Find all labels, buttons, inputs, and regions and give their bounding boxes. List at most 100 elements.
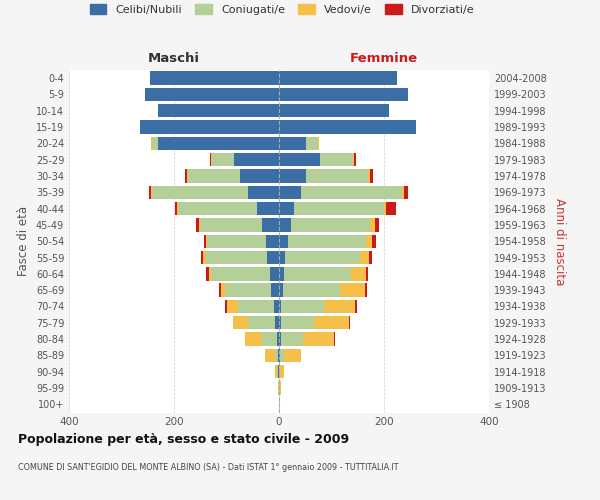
Bar <box>279 234 289 248</box>
Bar <box>279 218 290 232</box>
Bar <box>353 153 356 166</box>
Bar <box>145 88 279 101</box>
Bar <box>221 284 225 297</box>
Bar <box>279 316 281 330</box>
Bar <box>178 202 257 215</box>
Bar <box>334 332 335 346</box>
Bar <box>368 170 370 182</box>
Bar <box>262 332 277 346</box>
Bar <box>360 251 369 264</box>
Legend: Celibi/Nubili, Coniugati/e, Vedovi/e, Divorziati/e: Celibi/Nubili, Coniugati/e, Vedovi/e, Di… <box>85 0 479 20</box>
Bar <box>151 186 152 199</box>
Bar <box>275 365 277 378</box>
Bar <box>257 202 279 215</box>
Bar <box>279 88 407 101</box>
Bar <box>279 284 283 297</box>
Bar <box>365 284 367 297</box>
Bar <box>207 234 266 248</box>
Bar <box>281 300 324 313</box>
Bar <box>307 170 368 182</box>
Bar <box>158 136 279 150</box>
Bar <box>281 332 303 346</box>
Bar <box>238 300 274 313</box>
Bar <box>151 72 279 85</box>
Bar <box>225 284 271 297</box>
Bar <box>294 202 384 215</box>
Bar <box>281 316 314 330</box>
Bar <box>211 153 212 166</box>
Bar <box>280 382 281 394</box>
Bar <box>279 136 307 150</box>
Bar <box>202 251 203 264</box>
Bar <box>280 348 284 362</box>
Bar <box>355 300 357 313</box>
Bar <box>275 316 279 330</box>
Bar <box>233 316 248 330</box>
Bar <box>303 332 334 346</box>
Bar <box>374 218 379 232</box>
Bar <box>279 300 281 313</box>
Y-axis label: Anni di nascita: Anni di nascita <box>553 198 566 285</box>
Bar <box>235 153 279 166</box>
Bar <box>284 348 301 362</box>
Bar <box>245 332 262 346</box>
Bar <box>205 267 209 280</box>
Bar <box>279 153 320 166</box>
Bar <box>280 365 284 378</box>
Bar <box>279 120 415 134</box>
Bar <box>177 202 178 215</box>
Bar <box>366 234 373 248</box>
Bar <box>265 348 275 362</box>
Bar <box>196 218 199 232</box>
Bar <box>152 186 248 199</box>
Bar <box>349 316 350 330</box>
Bar <box>277 332 279 346</box>
Bar <box>271 284 279 297</box>
Bar <box>324 300 355 313</box>
Bar <box>352 267 366 280</box>
Bar <box>286 251 360 264</box>
Bar <box>239 170 279 182</box>
Bar <box>290 218 370 232</box>
Bar <box>301 186 402 199</box>
Bar <box>279 170 307 182</box>
Y-axis label: Fasce di età: Fasce di età <box>17 206 30 276</box>
Bar <box>210 153 211 166</box>
Bar <box>277 365 278 378</box>
Bar <box>340 284 365 297</box>
Bar <box>369 251 373 264</box>
Bar <box>269 267 279 280</box>
Bar <box>175 202 177 215</box>
Bar <box>158 104 279 118</box>
Bar <box>370 170 373 182</box>
Bar <box>283 284 340 297</box>
Bar <box>402 186 404 199</box>
Bar <box>366 267 368 280</box>
Bar <box>185 170 187 182</box>
Bar <box>248 316 275 330</box>
Bar <box>275 348 278 362</box>
Bar <box>199 218 200 232</box>
Bar <box>187 170 188 182</box>
Bar <box>279 186 301 199</box>
Bar <box>205 251 268 264</box>
Bar <box>384 202 386 215</box>
Bar <box>266 234 279 248</box>
Bar <box>226 300 227 313</box>
Bar <box>373 234 376 248</box>
Bar <box>279 104 389 118</box>
Text: Femmine: Femmine <box>350 52 418 65</box>
Bar <box>212 153 235 166</box>
Bar <box>152 136 158 150</box>
Bar <box>268 251 279 264</box>
Bar <box>227 300 238 313</box>
Bar <box>320 153 353 166</box>
Bar <box>370 218 374 232</box>
Bar <box>209 267 211 280</box>
Bar <box>307 136 318 150</box>
Bar <box>188 170 239 182</box>
Bar <box>274 300 279 313</box>
Bar <box>279 332 281 346</box>
Bar <box>149 186 151 199</box>
Bar <box>278 348 279 362</box>
